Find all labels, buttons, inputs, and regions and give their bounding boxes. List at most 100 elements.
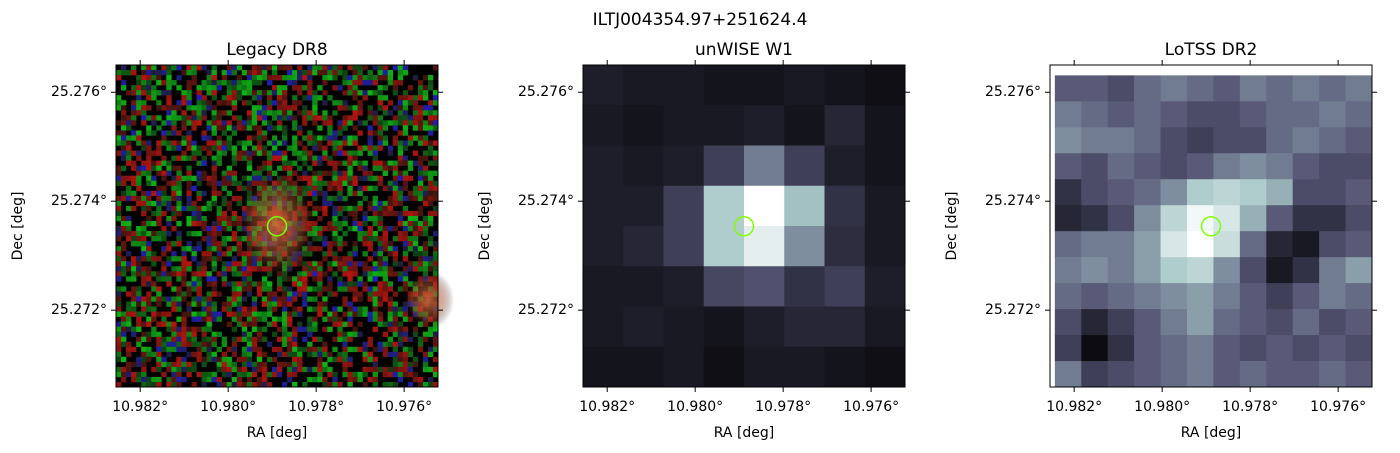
noise-pixel — [176, 256, 182, 262]
noise-pixel — [322, 341, 328, 348]
image-pixel — [1292, 283, 1320, 310]
noise-pixel — [307, 150, 313, 156]
noise-pixel — [367, 175, 373, 182]
noise-pixel — [131, 120, 137, 126]
noise-pixel — [432, 231, 439, 237]
noise-pixel — [397, 371, 404, 378]
noise-pixel — [136, 316, 142, 322]
noise-pixel — [402, 145, 409, 151]
noise-pixel — [161, 105, 167, 111]
noise-pixel — [382, 170, 388, 176]
noise-pixel — [432, 326, 439, 332]
noise-pixel — [146, 306, 152, 312]
noise-pixel — [357, 75, 363, 81]
noise-pixel — [397, 190, 404, 197]
noise-pixel — [407, 135, 414, 141]
noise-pixel — [347, 301, 353, 307]
noise-pixel — [347, 160, 353, 166]
noise-pixel — [166, 90, 172, 96]
noise-pixel — [136, 175, 142, 182]
noise-pixel — [342, 160, 348, 166]
image-pixel — [864, 306, 906, 348]
noise-pixel — [161, 135, 167, 141]
noise-pixel — [181, 321, 187, 327]
noise-pixel — [116, 236, 122, 242]
noise-pixel — [387, 210, 394, 217]
noise-pixel — [176, 356, 182, 363]
noise-pixel — [136, 326, 142, 332]
noise-pixel — [156, 321, 162, 327]
noise-pixel — [206, 90, 212, 96]
noise-pixel — [171, 195, 177, 202]
noise-pixel — [126, 341, 132, 348]
noise-pixel — [171, 381, 177, 388]
noise-pixel — [176, 276, 182, 282]
noise-pixel — [166, 165, 172, 171]
image-pixel — [1319, 179, 1347, 206]
noise-pixel — [141, 200, 147, 207]
noise-pixel — [377, 200, 383, 207]
noise-pixel — [231, 266, 238, 272]
noise-pixel — [282, 351, 288, 358]
image-pixel — [1213, 101, 1241, 128]
noise-pixel — [427, 266, 434, 272]
noise-pixel — [141, 271, 147, 277]
noise-pixel — [432, 356, 439, 363]
image-pixel — [1345, 75, 1373, 102]
noise-pixel — [176, 170, 182, 176]
noise-pixel — [362, 366, 368, 373]
noise-pixel — [206, 311, 212, 317]
noise-pixel — [216, 125, 222, 131]
noise-pixel — [136, 336, 142, 343]
noise-pixel — [241, 366, 248, 373]
noise-pixel — [116, 150, 122, 156]
noise-pixel — [131, 361, 137, 368]
noise-pixel — [327, 241, 333, 247]
noise-pixel — [317, 125, 323, 131]
image-pixel — [1054, 205, 1082, 232]
noise-pixel — [156, 356, 162, 363]
noise-pixel — [211, 231, 217, 237]
noise-pixel — [116, 246, 122, 252]
y-tick-label: 25.274° — [518, 193, 574, 209]
noise-pixel — [216, 271, 222, 277]
noise-pixel — [161, 185, 167, 192]
noise-pixel — [417, 170, 424, 176]
source-marker — [733, 216, 755, 237]
noise-pixel — [312, 271, 318, 277]
noise-pixel — [312, 170, 318, 176]
noise-pixel — [236, 281, 243, 287]
noise-pixel — [412, 95, 419, 101]
noise-pixel — [322, 326, 328, 332]
noise-pixel — [342, 301, 348, 307]
noise-pixel — [246, 135, 253, 141]
noise-pixel — [206, 271, 212, 277]
noise-pixel — [302, 336, 308, 343]
noise-pixel — [251, 281, 258, 287]
noise-pixel — [141, 220, 147, 227]
noise-pixel — [382, 165, 388, 171]
noise-pixel — [347, 205, 353, 212]
noise-pixel — [292, 80, 298, 86]
noise-pixel — [352, 281, 358, 287]
noise-pixel — [221, 215, 227, 222]
noise-pixel — [246, 306, 253, 312]
image-pixel — [1134, 127, 1162, 154]
noise-pixel — [141, 256, 147, 262]
noise-pixel — [287, 316, 293, 322]
noise-pixel — [427, 180, 434, 187]
noise-pixel — [347, 346, 353, 353]
noise-pixel — [231, 261, 238, 267]
noise-pixel — [186, 170, 192, 176]
noise-pixel — [181, 140, 187, 146]
noise-pixel — [236, 185, 243, 192]
noise-pixel — [412, 246, 419, 252]
noise-pixel — [362, 170, 368, 176]
noise-pixel — [292, 105, 298, 111]
noise-pixel — [221, 175, 227, 182]
noise-pixel — [271, 356, 278, 363]
noise-pixel — [432, 140, 439, 146]
noise-pixel — [392, 120, 399, 126]
noise-pixel — [201, 135, 207, 141]
